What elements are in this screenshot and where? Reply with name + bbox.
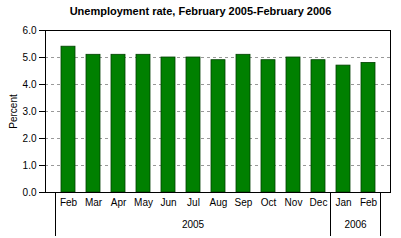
svg-text:0.0: 0.0 (23, 187, 37, 198)
html-text:Unemployment rate, February 20: Unemployment rate, February 2005-Februar… (69, 5, 332, 17)
svg-text:Mar: Mar (85, 197, 103, 208)
svg-text:4.0: 4.0 (23, 79, 37, 90)
svg-text:1.0: 1.0 (23, 160, 37, 171)
svg-text:2005: 2005 (182, 219, 205, 230)
svg-text:3.0: 3.0 (23, 106, 37, 117)
svg-text:Percent: Percent (8, 94, 19, 129)
svg-text:Dec: Dec (310, 197, 328, 208)
svg-text:5.0: 5.0 (23, 52, 37, 63)
svg-text:6.0: 6.0 (23, 25, 37, 36)
svg-text:Nov: Nov (285, 197, 303, 208)
svg-text:2.0: 2.0 (23, 133, 37, 144)
svg-text:Jan: Jan (335, 197, 351, 208)
svg-text:Oct: Oct (261, 197, 277, 208)
svg-text:2006: 2006 (344, 219, 367, 230)
svg-text:May: May (134, 197, 153, 208)
svg-text:Apr: Apr (111, 197, 127, 208)
svg-text:Feb: Feb (60, 197, 78, 208)
svg-text:Feb: Feb (360, 197, 378, 208)
svg-text:Sep: Sep (235, 197, 253, 208)
svg-text:Jul: Jul (187, 197, 200, 208)
svg-text:Aug: Aug (210, 197, 228, 208)
svg-text:Jun: Jun (160, 197, 176, 208)
